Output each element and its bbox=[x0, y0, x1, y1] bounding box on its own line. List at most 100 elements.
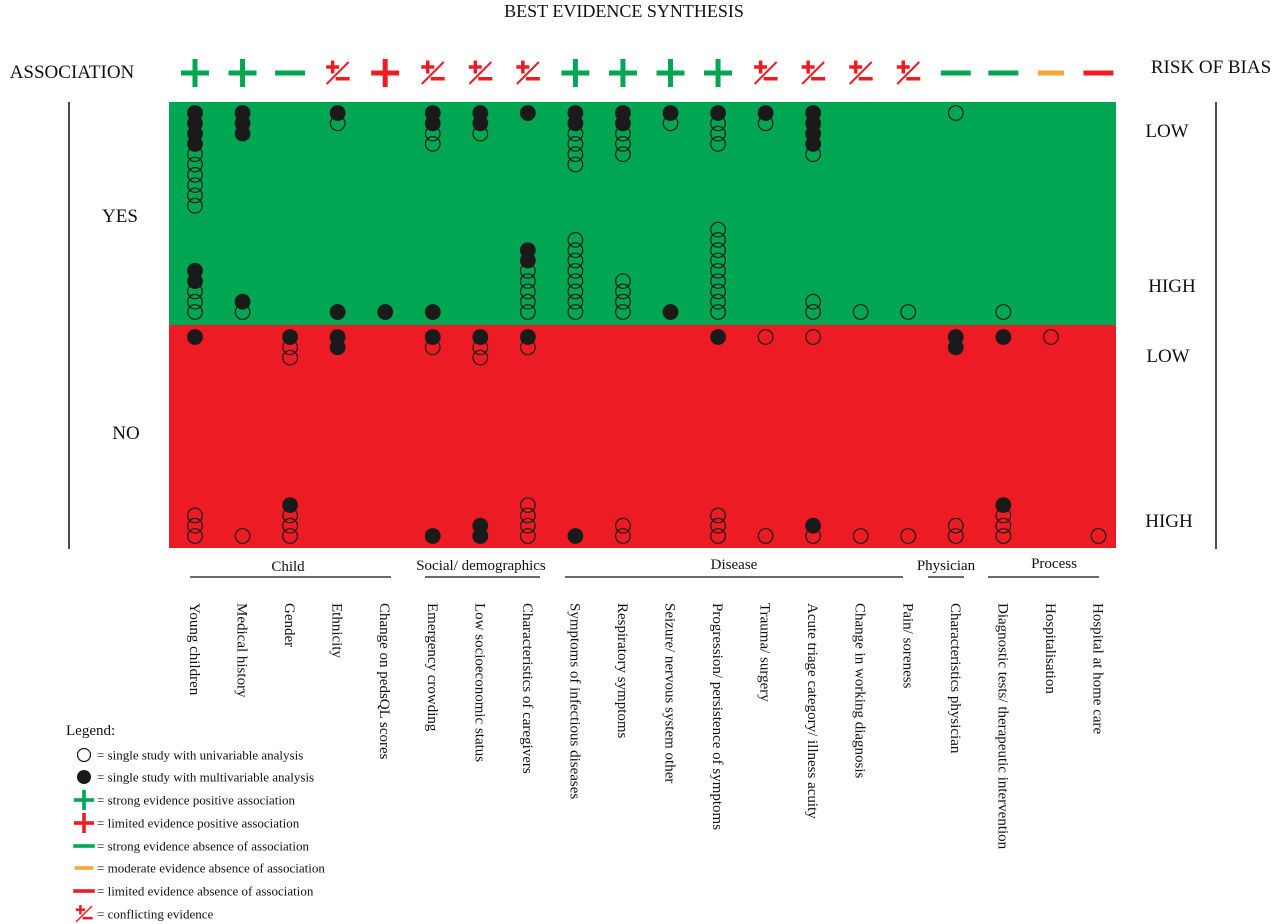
legend-item: = strong evidence positive association bbox=[73, 789, 295, 811]
study-dot-multivariable bbox=[329, 304, 346, 320]
study-dot-univariable bbox=[615, 135, 631, 152]
study-dot-univariable bbox=[187, 517, 203, 534]
factor-label: Young children bbox=[186, 603, 202, 696]
study-dot-multivariable bbox=[329, 339, 346, 356]
study-dot-univariable bbox=[710, 507, 726, 524]
study-dot-univariable bbox=[567, 273, 584, 290]
study-dot-multivariable bbox=[947, 339, 964, 356]
legend-symbol-strong-absence bbox=[73, 844, 95, 848]
study-dot-univariable bbox=[710, 283, 726, 300]
association-symbol-strong-positive bbox=[608, 59, 637, 87]
factor-label: Change in working diagnosis bbox=[852, 603, 868, 779]
study-dot-univariable bbox=[947, 105, 964, 121]
legend-symbol-limited-absence bbox=[73, 889, 95, 893]
study-dot-univariable bbox=[424, 339, 441, 356]
study-dot-univariable bbox=[900, 304, 917, 320]
study-dot-univariable bbox=[947, 528, 964, 544]
study-dot-univariable bbox=[567, 304, 584, 320]
factor-label: Low socioeconomic status bbox=[471, 603, 487, 762]
legend-label: = single study with multivariable analys… bbox=[97, 770, 314, 785]
study-dot-univariable bbox=[282, 339, 299, 356]
study-dot-univariable bbox=[187, 528, 203, 544]
legend-label: = single study with univariable analysis bbox=[97, 748, 303, 763]
study-dot-univariable bbox=[187, 197, 203, 214]
factor-groups: Child Social/ demographics Disease Physicia… bbox=[190, 556, 1099, 578]
study-dot-multivariable bbox=[424, 528, 441, 544]
study-dot-univariable bbox=[710, 528, 726, 544]
factor-label: Pain/ soreness bbox=[899, 603, 915, 689]
factor-label: Seizure/ nervous system other bbox=[662, 603, 678, 783]
legend-label: = moderate evidence absence of associati… bbox=[97, 861, 325, 876]
chart-title: BEST EVIDENCE SYNTHESIS bbox=[504, 1, 744, 21]
association-yes-label: YES bbox=[102, 206, 138, 227]
factor-label: Characteristics physician bbox=[947, 603, 963, 754]
legend: Legend: = single study with univariable a… bbox=[66, 723, 325, 923]
association-header: ASSOCIATION bbox=[10, 62, 135, 83]
study-dot-univariable bbox=[710, 115, 726, 132]
factor-label: Symptoms of infectious diseases bbox=[566, 603, 582, 799]
study-dot-univariable bbox=[472, 349, 489, 366]
risk-label-yes-low: LOW bbox=[1145, 121, 1188, 142]
legend-symbol-moderate-absence bbox=[74, 866, 94, 870]
legend-label: = limited evidence positive association bbox=[97, 816, 300, 831]
study-dot-univariable bbox=[567, 156, 584, 173]
legend-item: = limited evidence positive association bbox=[73, 812, 300, 834]
legend-label: = limited evidence absence of associatio… bbox=[97, 884, 314, 899]
association-symbol-strong-positive bbox=[181, 59, 209, 87]
study-dot-univariable bbox=[710, 273, 726, 290]
study-dot-univariable bbox=[234, 528, 251, 544]
group-label: Disease bbox=[711, 557, 758, 573]
legend-item: = strong evidence absence of association bbox=[73, 839, 310, 854]
study-dot-univariable bbox=[1090, 528, 1107, 544]
legend-label: = conflicting evidence bbox=[97, 907, 214, 922]
legend-title: Legend: bbox=[66, 723, 115, 739]
group-label: Social/ demographics bbox=[416, 558, 546, 574]
study-dot-univariable bbox=[947, 517, 964, 534]
risk-label-no-low: LOW bbox=[1146, 346, 1189, 367]
study-dot-univariable bbox=[519, 293, 536, 310]
study-dot-univariable bbox=[1042, 329, 1059, 345]
risk-label-yes-high: HIGH bbox=[1148, 276, 1196, 297]
factor-label: Medical history bbox=[234, 603, 250, 698]
association-symbol-conflicting bbox=[468, 60, 493, 85]
association-symbol-limited-absence bbox=[1083, 70, 1114, 76]
study-dot-univariable bbox=[757, 329, 774, 345]
study-dot-univariable bbox=[710, 252, 726, 269]
association-symbol-strong-positive bbox=[704, 59, 733, 87]
factor-label: Ethnicity bbox=[329, 603, 345, 658]
study-dot-univariable bbox=[424, 125, 441, 142]
study-dot-univariable bbox=[995, 507, 1012, 524]
study-dot-univariable bbox=[567, 146, 584, 163]
study-dot-univariable bbox=[519, 273, 536, 290]
study-dot-univariable bbox=[710, 231, 726, 248]
factor-label: Hospitalisation bbox=[1042, 603, 1058, 694]
study-dot-univariable bbox=[567, 283, 584, 300]
study-dot-univariable bbox=[710, 293, 726, 310]
no-region bbox=[169, 325, 1116, 548]
study-dot-univariable bbox=[710, 262, 726, 279]
study-dot-univariable bbox=[805, 528, 822, 544]
association-symbol-strong-absence bbox=[940, 70, 971, 76]
legend-symbol-conflicting bbox=[75, 905, 93, 923]
study-dot-univariable bbox=[187, 177, 203, 194]
study-dot-univariable bbox=[615, 273, 631, 290]
study-dot-univariable bbox=[852, 528, 869, 544]
study-dot-univariable bbox=[187, 507, 203, 524]
legend-item: = single study with univariable analysis bbox=[76, 748, 303, 763]
study-dot-multivariable bbox=[662, 304, 679, 320]
legend-item: = moderate evidence absence of associati… bbox=[74, 861, 325, 876]
study-dot-univariable bbox=[710, 135, 726, 152]
study-dot-univariable bbox=[615, 125, 631, 142]
legend-item: = limited evidence absence of associatio… bbox=[73, 884, 314, 899]
risk-of-bias-header: RISK OF BIAS bbox=[1151, 57, 1271, 78]
factor-label: Change on pedsQL scores bbox=[376, 603, 392, 760]
association-symbol-conflicting bbox=[896, 60, 921, 85]
study-dot-univariable bbox=[282, 507, 299, 524]
study-dot-multivariable bbox=[995, 329, 1012, 345]
group-label: Physician bbox=[917, 558, 976, 574]
study-dot-univariable bbox=[567, 252, 584, 269]
risk-label-no-high: HIGH bbox=[1145, 511, 1193, 532]
association-no-label: NO bbox=[112, 423, 139, 444]
legend-symbol-strong-positive bbox=[73, 789, 95, 811]
yes-region bbox=[169, 102, 1116, 325]
